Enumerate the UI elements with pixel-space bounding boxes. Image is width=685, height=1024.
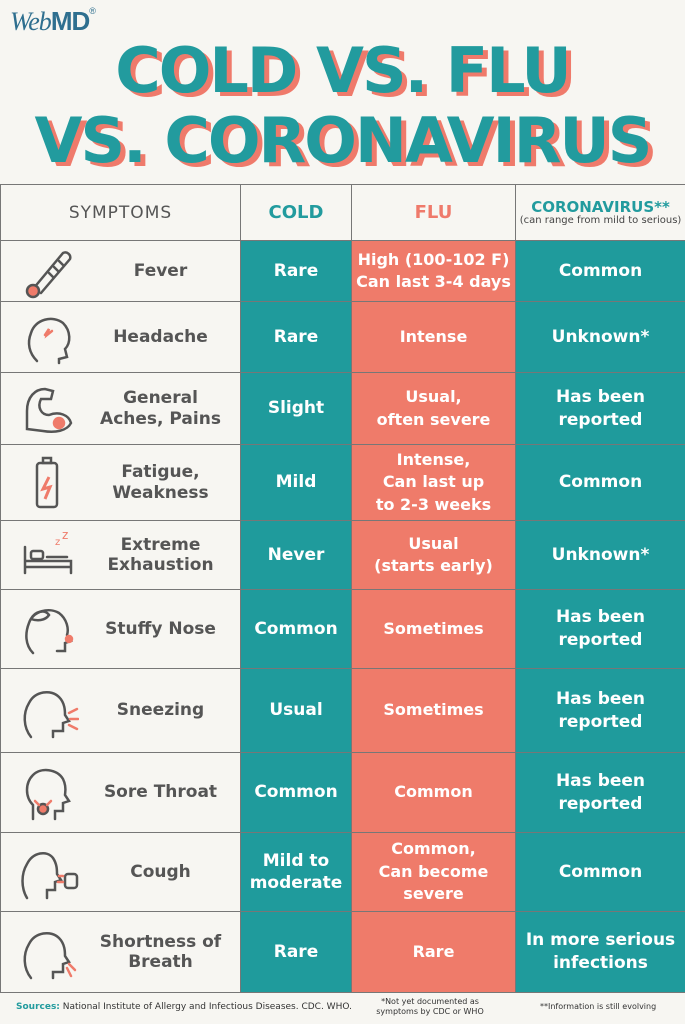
flu-value: Usual, often severe	[351, 372, 516, 445]
comparison-table: SYMPTOMS COLD FLU CORONAVIRUS** (can ran…	[0, 184, 685, 993]
page-title-line-2: VS. CORONAVIRUS	[34, 104, 653, 177]
cough-icon	[21, 851, 79, 900]
table-row: Fever Rare High (100-102 F) Can last 3-4…	[0, 240, 685, 302]
page-title-line-1: COLD VS. FLU	[115, 34, 572, 107]
symptom-label: Cough	[130, 861, 191, 882]
coronavirus-value: Has been reported	[515, 668, 685, 753]
symptom-cell: Shortness of Breath	[0, 911, 241, 993]
symptom-label: Sore Throat	[103, 782, 218, 803]
footer: Sources: National Institute of Allergy a…	[0, 995, 685, 1024]
headache-icon	[27, 317, 71, 365]
cold-value: Slight	[240, 372, 352, 445]
coronavirus-value: Common	[515, 444, 685, 521]
cold-value: Never	[240, 520, 352, 590]
flu-value: Sometimes	[351, 589, 516, 669]
symptom-cell: General Aches, Pains	[0, 372, 241, 445]
cold-value: Rare	[240, 301, 352, 373]
flu-value: Intense	[351, 301, 516, 373]
logo-registered-mark: ®	[89, 6, 96, 16]
table-row: Shortness of Breath Rare Rare In more se…	[0, 911, 685, 993]
cold-value: Common	[240, 589, 352, 669]
svg-text:z: z	[55, 537, 60, 548]
flu-value: Common	[351, 752, 516, 833]
logo-web-text: Web	[10, 7, 52, 36]
table-row: Headache Rare Intense Unknown*	[0, 301, 685, 373]
symptom-cell: Fever	[0, 240, 241, 302]
coronavirus-value: Has been reported	[515, 589, 685, 669]
cold-value: Rare	[240, 240, 352, 302]
symptom-label: Fatigue, Weakness	[112, 462, 209, 503]
low-battery-icon	[35, 456, 59, 508]
header-flu: FLU	[351, 184, 516, 241]
symptom-label: Fever	[133, 260, 188, 281]
symptom-label: Extreme Exhaustion	[107, 534, 214, 575]
header-symptoms: SYMPTOMS	[0, 184, 241, 241]
coronavirus-value: Common	[515, 832, 685, 912]
table-row: Sore Throat Common Common Has been repor…	[0, 752, 685, 833]
sources-text: National Institute of Allergy and Infect…	[62, 1002, 352, 1012]
coronavirus-value: Has been reported	[515, 752, 685, 833]
symptom-cell: Cough	[0, 832, 241, 912]
table-row: General Aches, Pains Slight Usual, often…	[0, 372, 685, 445]
cold-value: Common	[240, 752, 352, 833]
table-row: Fatigue, Weakness Mild Intense, Can last…	[0, 444, 685, 521]
shortness-of-breath-icon	[23, 931, 77, 980]
symptom-cell: Fatigue, Weakness	[0, 444, 241, 521]
symptom-cell: Stuffy Nose	[0, 589, 241, 669]
header-coronavirus-note: (can range from mild to serious)	[519, 215, 682, 227]
symptom-label: Shortness of Breath	[99, 931, 222, 972]
sore-throat-icon	[25, 768, 71, 820]
symptom-label: Sneezing	[116, 700, 205, 721]
symptom-cell: Headache	[0, 301, 241, 373]
table-row: Stuffy Nose Common Sometimes Has been re…	[0, 589, 685, 669]
symptom-cell: Sneezing	[0, 668, 241, 753]
flu-value: Intense, Can last up to 2-3 weeks	[351, 444, 516, 521]
coronavirus-value: Common	[515, 240, 685, 302]
cold-value: Rare	[240, 911, 352, 993]
coronavirus-value: Unknown*	[515, 301, 685, 373]
stuffy-nose-icon	[25, 609, 74, 655]
sneezing-icon	[23, 690, 79, 738]
cold-value: Mild	[240, 444, 352, 521]
symptom-label: Headache	[113, 326, 208, 347]
flu-value: Usual (starts early)	[351, 520, 516, 590]
coronavirus-value: Has been reported	[515, 372, 685, 445]
cold-value: Usual	[240, 668, 352, 753]
thermometer-icon	[25, 251, 72, 299]
table-row: z z Extreme Exhaustion Never Usual (star…	[0, 520, 685, 590]
footnote-evolving: **Information is still evolving	[540, 1002, 657, 1011]
svg-text:z: z	[62, 528, 68, 542]
webmd-logo[interactable]: WebMD®	[10, 6, 96, 37]
flu-value: Sometimes	[351, 668, 516, 753]
table-row: Sneezing Usual Sometimes Has been report…	[0, 668, 685, 753]
flu-value: Common, Can become severe	[351, 832, 516, 912]
header-coronavirus-label: CORONAVIRUS**	[531, 197, 670, 216]
symptom-cell: Sore Throat	[0, 752, 241, 833]
footnote-unknown: *Not yet documented as symptoms by CDC o…	[376, 997, 484, 1016]
footer-sources: Sources: National Institute of Allergy a…	[16, 1002, 352, 1012]
logo-md-text: MD	[50, 6, 90, 36]
sources-label: Sources:	[16, 1002, 60, 1012]
header-cold: COLD	[240, 184, 352, 241]
table-header-row: SYMPTOMS COLD FLU CORONAVIRUS** (can ran…	[0, 184, 685, 241]
table-row: Cough Mild to moderate Common, Can becom…	[0, 832, 685, 912]
flu-value: Rare	[351, 911, 516, 993]
muscle-ache-icon	[25, 387, 73, 433]
symptom-label: General Aches, Pains	[100, 388, 221, 429]
coronavirus-value: In more serious infections	[515, 911, 685, 993]
flu-value: High (100-102 F) Can last 3-4 days	[351, 240, 516, 302]
sleeping-bed-icon: z z	[23, 528, 73, 575]
header-coronavirus: CORONAVIRUS** (can range from mild to se…	[515, 184, 685, 241]
cold-value: Mild to moderate	[240, 832, 352, 912]
symptom-cell: z z Extreme Exhaustion	[0, 520, 241, 590]
coronavirus-value: Unknown*	[515, 520, 685, 590]
symptom-label: Stuffy Nose	[105, 618, 216, 639]
